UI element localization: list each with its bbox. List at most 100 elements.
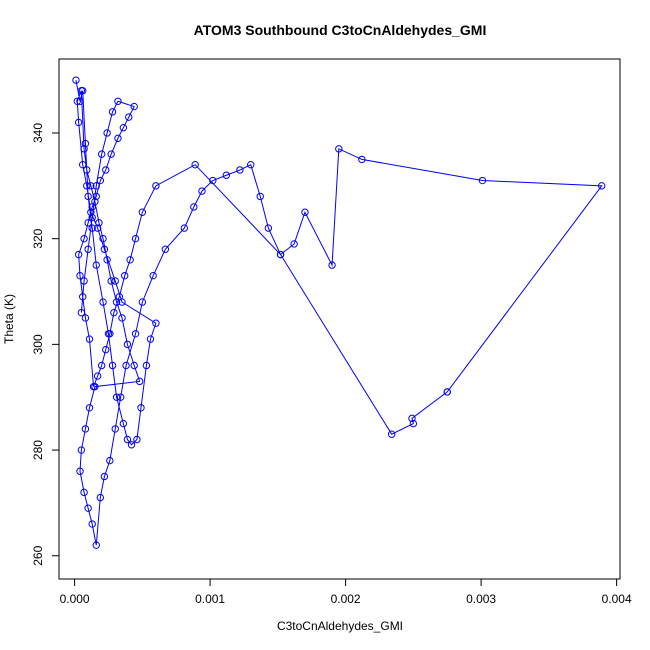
y-tick-label: 340 — [31, 123, 45, 143]
data-point — [107, 277, 115, 285]
data-point — [80, 277, 88, 285]
data-point — [96, 493, 105, 502]
data-point — [92, 261, 100, 269]
data-point — [73, 97, 81, 105]
data-point — [88, 203, 96, 211]
data-point — [102, 166, 110, 174]
data-point — [276, 250, 285, 259]
data-point — [74, 250, 83, 259]
data-point — [114, 97, 122, 105]
data-point — [76, 97, 84, 105]
data-point — [222, 171, 231, 179]
data-point — [87, 182, 95, 190]
data-point — [138, 298, 147, 306]
plot-area — [72, 76, 606, 549]
data-point — [87, 208, 95, 216]
y-tick-label: 260 — [31, 545, 45, 565]
data-point — [77, 87, 86, 95]
data-point — [191, 160, 199, 169]
data-point — [131, 234, 140, 243]
data-point — [99, 298, 107, 306]
data-point — [408, 414, 416, 423]
data-point — [142, 361, 151, 370]
data-point — [93, 224, 102, 232]
data-point — [84, 219, 92, 227]
y-tick-label: 280 — [31, 440, 45, 460]
data-point — [100, 245, 109, 253]
data-point — [83, 182, 91, 190]
data-point — [123, 340, 132, 349]
data-point — [111, 425, 119, 433]
x-tick-label: 0.002 — [331, 592, 361, 606]
data-point — [135, 377, 144, 386]
data-point — [99, 234, 107, 243]
data-point — [209, 176, 217, 185]
y-axis-label: Theta (K) — [2, 294, 16, 344]
data-point — [118, 314, 126, 322]
data-point — [598, 182, 606, 190]
data-point — [125, 113, 133, 121]
data-point — [152, 182, 160, 190]
data-point — [111, 277, 119, 285]
data-point — [130, 361, 138, 370]
data-point — [138, 208, 147, 216]
data-point — [131, 330, 140, 338]
data-point — [301, 208, 309, 216]
data-point — [95, 219, 103, 227]
x-tick-label: 0.004 — [602, 592, 632, 606]
data-point — [81, 314, 90, 322]
data-point — [81, 425, 90, 433]
data-point — [106, 456, 114, 465]
data-point — [130, 102, 138, 111]
y-tick-label: 320 — [31, 228, 45, 248]
data-point — [358, 155, 366, 164]
data-point — [84, 245, 92, 253]
data-point — [112, 393, 121, 401]
data-point — [126, 256, 134, 264]
data-point — [108, 361, 117, 370]
data-point — [80, 488, 88, 497]
data-point — [328, 261, 336, 269]
data-point — [108, 108, 117, 116]
data-point — [72, 76, 80, 84]
plot-frame — [58, 58, 621, 580]
x-axis-label: C3toCnAldehydes_GMI — [277, 619, 403, 633]
data-point — [84, 192, 92, 201]
data-point — [161, 245, 170, 253]
data-point — [149, 271, 157, 280]
data-point — [77, 308, 86, 317]
data-point — [335, 145, 343, 153]
data-point — [102, 345, 110, 354]
x-tick-label: 0.000 — [60, 592, 90, 606]
data-point — [119, 124, 128, 132]
x-tick-label: 0.003 — [466, 592, 496, 606]
data-point — [92, 192, 100, 201]
data-point — [81, 139, 90, 148]
data-point — [76, 271, 84, 280]
data-point — [146, 335, 155, 343]
data-point — [88, 224, 96, 232]
data-point — [103, 256, 111, 264]
data-point — [85, 404, 94, 412]
data-point — [122, 361, 130, 370]
data-point — [119, 419, 128, 428]
data-point — [116, 393, 125, 401]
data-point — [80, 145, 88, 153]
data-point — [478, 176, 487, 185]
x-axis: 0.000 0.001 0.002 0.003 0.004 — [60, 579, 632, 606]
data-point — [152, 319, 160, 327]
data-point — [290, 240, 298, 248]
data-point — [114, 134, 122, 142]
data-point — [247, 160, 255, 169]
data-point — [133, 435, 141, 444]
y-tick-label: 300 — [31, 334, 45, 354]
data-point — [79, 293, 87, 301]
data-point — [110, 308, 118, 317]
data-point — [77, 446, 86, 454]
data-point — [443, 388, 451, 396]
data-point — [88, 213, 96, 222]
data-point — [100, 472, 109, 481]
data-point — [74, 118, 83, 127]
data-point — [409, 419, 418, 428]
